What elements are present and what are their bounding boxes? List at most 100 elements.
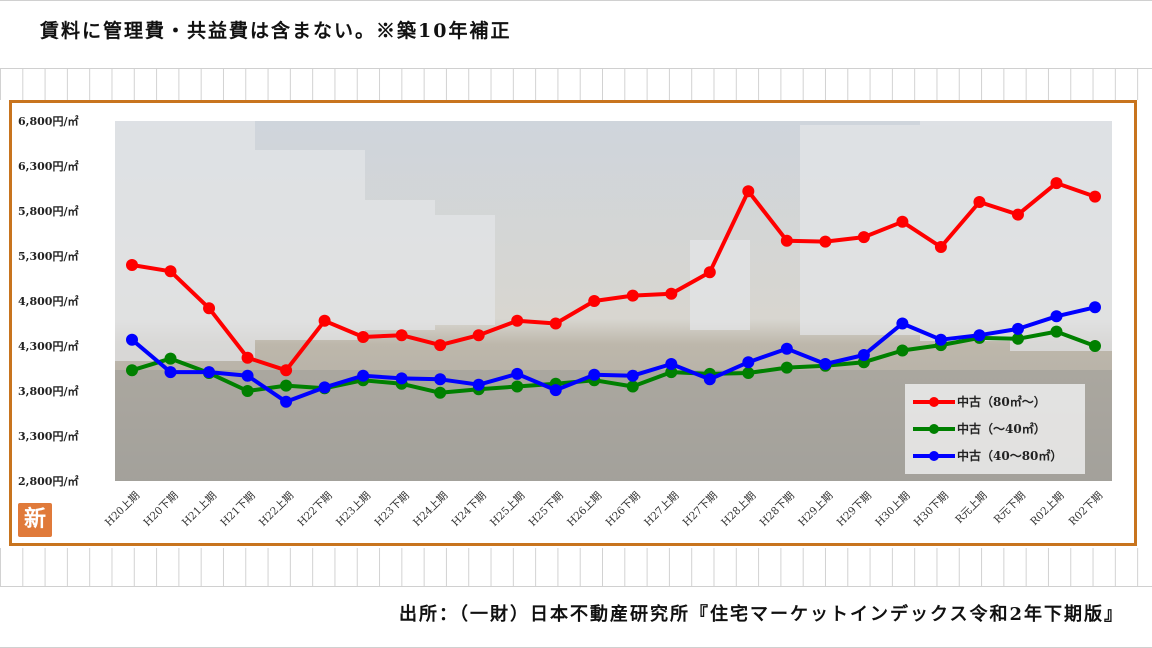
data-point bbox=[896, 317, 909, 330]
data-point bbox=[126, 259, 138, 271]
y-tick-label: 4,800円/㎡ bbox=[18, 294, 78, 308]
data-point bbox=[395, 329, 408, 342]
x-tick-label: H30下期 bbox=[912, 490, 951, 529]
y-tick-label: 6,800円/㎡ bbox=[18, 114, 78, 128]
data-point bbox=[549, 317, 562, 330]
y-tick-label: 6,300円/㎡ bbox=[18, 159, 78, 173]
data-point bbox=[665, 358, 678, 370]
data-point bbox=[434, 339, 447, 352]
x-tick-label: H30上期 bbox=[873, 490, 912, 529]
x-tick-label: H24下期 bbox=[450, 490, 489, 529]
data-point bbox=[973, 196, 986, 208]
data-point bbox=[511, 367, 524, 380]
legend-label: 中古（～40㎡） bbox=[957, 421, 1046, 436]
data-point bbox=[857, 349, 870, 361]
data-point bbox=[1089, 301, 1101, 314]
x-tick-label: H23上期 bbox=[334, 490, 373, 529]
legend-marker bbox=[929, 397, 939, 407]
data-point bbox=[780, 361, 793, 374]
x-tick-label: H28下期 bbox=[758, 490, 797, 529]
data-point bbox=[318, 314, 331, 327]
page-title: 賃料に管理費・共益費は含まない。※築10年補正 bbox=[40, 20, 512, 42]
series-line bbox=[131, 181, 1096, 373]
data-point bbox=[395, 372, 408, 385]
x-tick-label: H21下期 bbox=[218, 490, 257, 529]
data-point bbox=[588, 295, 601, 307]
x-tick-label: H25下期 bbox=[527, 490, 566, 529]
data-point bbox=[588, 368, 601, 381]
x-tick-label: H28上期 bbox=[719, 490, 758, 529]
series-line bbox=[131, 329, 1096, 395]
x-tick-label: R02下期 bbox=[1067, 490, 1105, 528]
legend-label: 中古（80㎡～） bbox=[957, 394, 1046, 409]
data-point bbox=[742, 367, 755, 379]
data-point bbox=[280, 364, 293, 377]
x-tick-label: H27上期 bbox=[642, 490, 681, 529]
data-point bbox=[357, 369, 370, 382]
data-point bbox=[280, 395, 293, 408]
data-point bbox=[126, 333, 138, 346]
new-badge: 新 bbox=[18, 503, 52, 537]
x-tick-label: H26上期 bbox=[565, 490, 604, 529]
data-point bbox=[1089, 340, 1101, 352]
grid-line bbox=[0, 0, 1152, 1]
data-point bbox=[665, 287, 678, 300]
data-point bbox=[934, 333, 947, 346]
data-point bbox=[318, 381, 331, 394]
data-point bbox=[703, 266, 716, 279]
grid-line bbox=[0, 68, 1152, 69]
x-tick-label: H24上期 bbox=[411, 490, 450, 529]
series-line bbox=[130, 305, 1096, 404]
x-tick-label: H23下期 bbox=[372, 490, 411, 529]
x-tick-label: R元下期 bbox=[992, 490, 1028, 526]
data-point bbox=[126, 364, 138, 377]
grid-pattern-top bbox=[0, 68, 1152, 100]
data-point bbox=[241, 385, 254, 397]
y-tick-label: 5,300円/㎡ bbox=[18, 249, 78, 263]
x-tick-label: H20下期 bbox=[141, 490, 180, 529]
building-shape bbox=[435, 215, 495, 325]
data-point bbox=[934, 241, 947, 253]
data-point bbox=[1011, 322, 1024, 335]
data-point bbox=[857, 231, 870, 244]
data-point bbox=[549, 384, 562, 397]
data-point bbox=[896, 344, 909, 357]
data-point bbox=[626, 380, 639, 393]
x-tick-label: H22上期 bbox=[257, 490, 296, 529]
data-point bbox=[780, 342, 793, 355]
building-shape bbox=[255, 150, 365, 340]
building-shape bbox=[800, 125, 920, 335]
data-point bbox=[973, 329, 986, 342]
data-point bbox=[1050, 310, 1063, 323]
x-tick-label: H29下期 bbox=[835, 490, 874, 529]
y-tick-label: 2,800円/㎡ bbox=[18, 474, 78, 488]
data-point bbox=[1050, 325, 1063, 338]
legend-marker bbox=[929, 424, 939, 434]
data-point bbox=[896, 215, 909, 228]
y-tick-label: 4,300円/㎡ bbox=[18, 339, 78, 353]
data-point bbox=[1011, 208, 1024, 221]
data-point bbox=[472, 329, 485, 342]
building-shape bbox=[115, 121, 255, 361]
y-tick-label: 3,800円/㎡ bbox=[18, 384, 78, 398]
data-point bbox=[703, 373, 716, 386]
x-tick-label: H26下期 bbox=[604, 490, 643, 529]
data-point bbox=[241, 351, 254, 364]
data-point bbox=[434, 373, 447, 386]
x-tick-label: H20上期 bbox=[103, 490, 142, 529]
data-point bbox=[780, 234, 793, 247]
data-point bbox=[1089, 190, 1101, 203]
data-point bbox=[819, 235, 832, 248]
data-point bbox=[1011, 332, 1024, 345]
data-point bbox=[511, 314, 524, 327]
data-point bbox=[357, 331, 370, 343]
data-point bbox=[742, 185, 755, 198]
x-tick-label: H22下期 bbox=[295, 490, 334, 529]
data-point bbox=[511, 380, 524, 393]
data-point bbox=[472, 378, 485, 391]
data-point bbox=[819, 358, 832, 370]
data-point bbox=[203, 366, 216, 379]
data-point bbox=[164, 265, 177, 278]
x-tick-label: H27下期 bbox=[681, 490, 720, 529]
grid-pattern-bottom bbox=[0, 548, 1152, 586]
